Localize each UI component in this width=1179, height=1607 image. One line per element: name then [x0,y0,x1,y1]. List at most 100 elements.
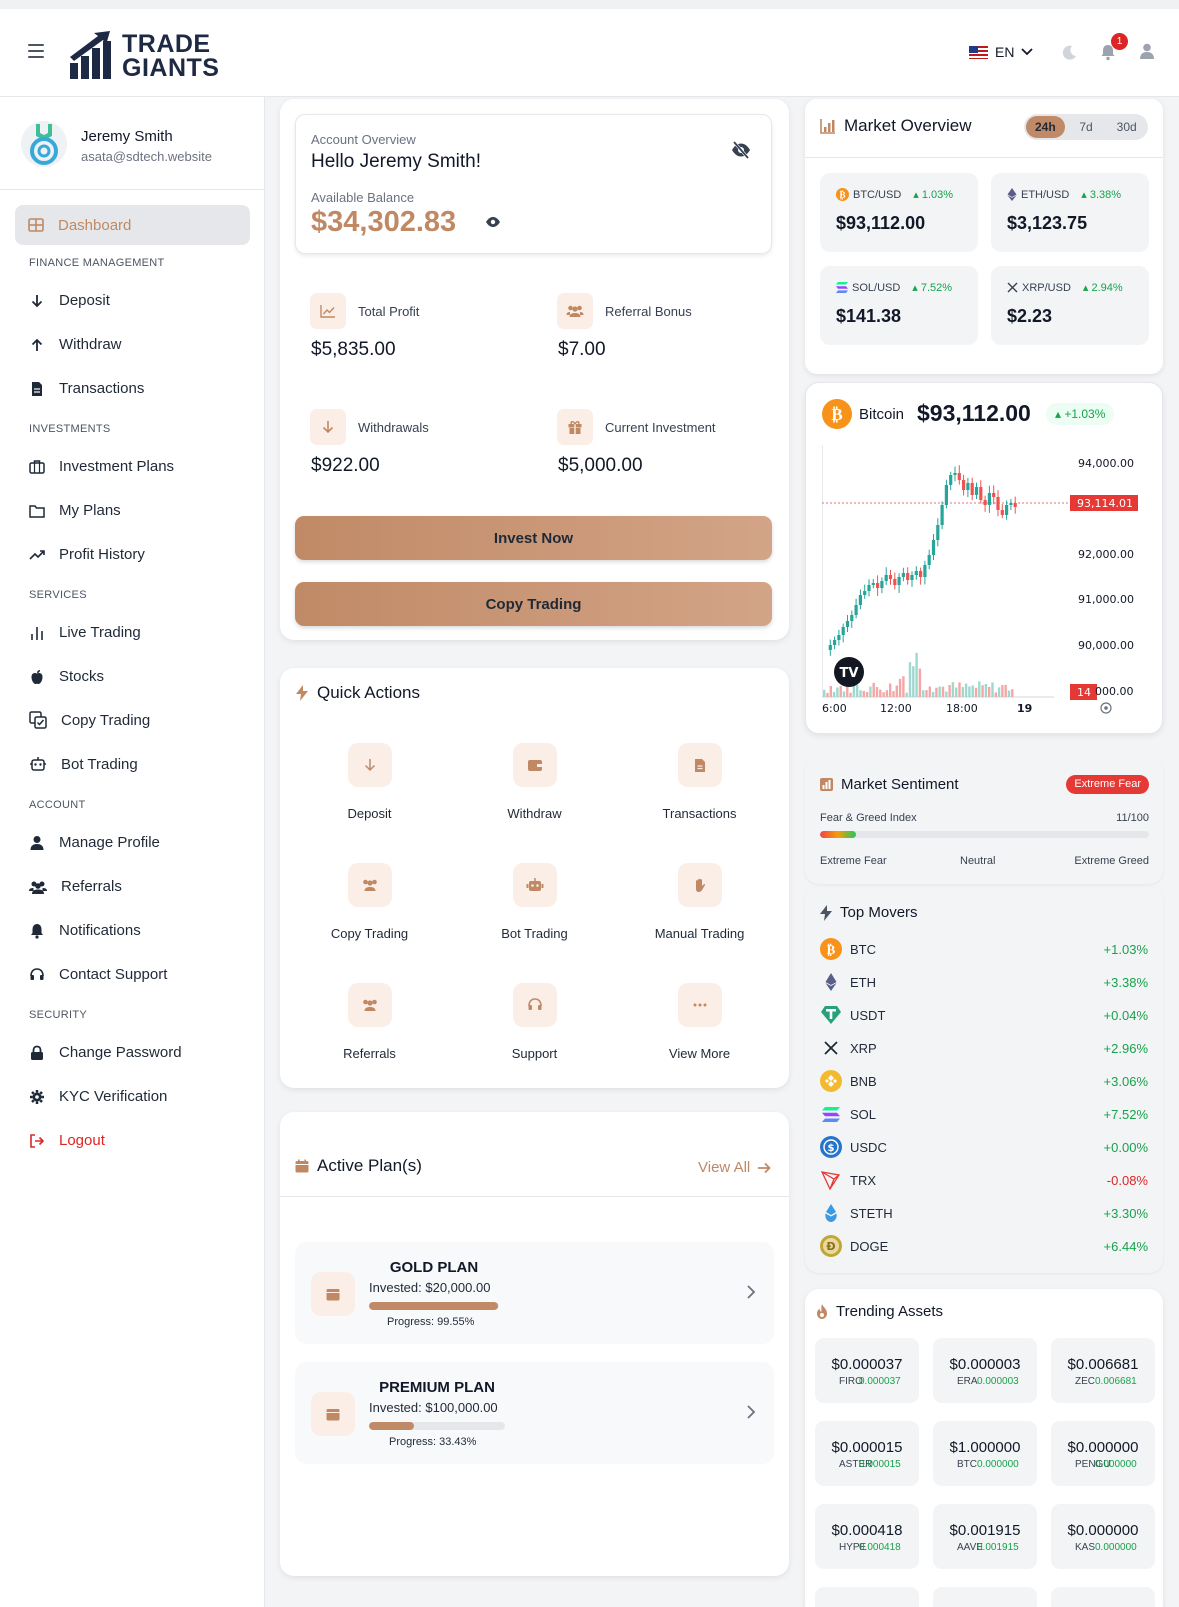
nav-profit-history[interactable]: Profit History [29,546,145,563]
user-profile[interactable]: Jeremy Smith asata@sdtech.website [0,97,264,190]
nav-investment-plans-label: Investment Plans [59,458,175,475]
nav-contact-support[interactable]: Contact Support [29,966,167,983]
nav-deposit[interactable]: Deposit [29,292,110,309]
mover-sol-symbol: SOL [850,1106,877,1122]
language-selector[interactable]: EN [969,44,1034,60]
mover-xrp[interactable]: XRP +2.96% [820,1037,1148,1059]
trending-firo[interactable]: $0.000037 FIRO 0.000037 [815,1338,919,1403]
nav-bot-trading[interactable]: Bot Trading [29,755,138,773]
qa-copy-trading[interactable]: Copy Trading [287,863,452,941]
trending-zec[interactable]: $0.006681 ZEC 0.006681 [1051,1338,1155,1403]
volume-bar [918,668,922,697]
mover-bnb-change: +3.06% [1103,1073,1148,1089]
user-icon[interactable] [1138,42,1156,60]
plan-premium[interactable]: PREMIUM PLAN Invested: $100,000.00 Progr… [295,1362,774,1464]
bell-icon[interactable] [1099,43,1117,61]
qa-bot-trading[interactable]: Bot Trading [452,863,617,941]
trending-hype[interactable]: $0.000418 HYPE 0.000418 [815,1504,919,1569]
trending-pengu[interactable]: $0.000000 PENGU 0.000000 [1051,1421,1155,1486]
qa-referrals[interactable]: Referrals [287,983,452,1061]
nav-logout[interactable]: Logout [29,1132,105,1149]
volume-bar [1001,685,1004,697]
brand-logo[interactable]: TRADE GIANTS [68,27,219,83]
y-label-89000: 000.00 [1095,685,1134,698]
range-30d[interactable]: 30d [1116,120,1137,134]
ticker-btc-change-value: 1.03% [921,189,954,201]
candle [906,573,910,580]
withdrawals-label: Withdrawals [358,420,429,435]
trending-aave[interactable]: $0.001915 AAVE 0.001915 [933,1504,1037,1569]
eye-icon[interactable] [485,216,501,228]
view-all-link[interactable]: View All [698,1159,772,1176]
notification-badge: 1 [1111,33,1128,50]
ticker-btc[interactable]: ₿ BTC/USD ▴ 1.03% $93,112.00 [820,173,978,252]
trending-zec-sub: ZEC 0.006681 [1051,1376,1155,1388]
qa-transactions[interactable]: Transactions [617,743,782,821]
ticker-sol-pair: SOL/USD [852,281,901,294]
nav-live-trading[interactable]: Live Trading [29,624,141,641]
nav-transactions[interactable]: Transactions [29,380,144,397]
trending-kas[interactable]: $0.000000 KAS 0.000000 [1051,1504,1155,1569]
trending-aster[interactable]: $0.000015 ASTER 0.000015 [815,1421,919,1486]
mover-btc[interactable]: ₿ BTC +1.03% [820,938,1148,960]
invest-now-button[interactable]: Invest Now [295,516,772,560]
mover-eth[interactable]: ETH +3.38% [820,971,1148,993]
headset-icon [512,983,557,1027]
range-24h[interactable]: 24h [1026,116,1065,138]
range-selector[interactable]: 24h 7d 30d [1024,114,1148,140]
mover-trx[interactable]: TRX -0.08% [820,1169,1148,1191]
current-investment-label: Current Investment [605,420,716,435]
nav-notifications[interactable]: Notifications [29,922,141,939]
mover-doge[interactable]: Ð DOGE +6.44% [820,1235,1148,1257]
nav-referrals[interactable]: Referrals [29,878,122,895]
range-7d[interactable]: 7d [1079,120,1093,134]
plan-gold[interactable]: GOLD PLAN Invested: $20,000.00 Progress:… [295,1242,774,1344]
trending-btc[interactable]: $1.000000 BTC 0.000000 [933,1421,1037,1486]
wallet-icon [512,743,557,787]
copy-trading-button[interactable]: Copy Trading [295,582,772,626]
overview-label: Account Overview [311,132,416,147]
moon-icon[interactable] [1061,45,1077,61]
svg-text:₿: ₿ [827,943,836,958]
nav-copy-trading[interactable]: Copy Trading [29,711,150,729]
bell-icon [31,923,43,939]
nav-stocks[interactable]: Stocks [29,668,104,685]
qa-manual-trading[interactable]: Manual Trading [617,863,782,941]
eye-slash-icon[interactable] [731,141,751,159]
qa-view-more[interactable]: View More [617,983,782,1061]
mover-usdt[interactable]: USDT +0.04% [820,1004,1148,1026]
ticker-btc-change: ▴ 1.03% [913,189,954,201]
chart-settings-icon[interactable] [1100,702,1112,714]
mover-sol[interactable]: SOL +7.52% [820,1103,1148,1125]
mover-steth[interactable]: STETH +3.30% [820,1202,1148,1224]
qa-deposit[interactable]: Deposit [287,743,452,821]
nav-dashboard[interactable]: Dashboard [15,205,250,245]
qa-support[interactable]: Support [452,983,617,1061]
nav-investment-plans[interactable]: Investment Plans [29,458,174,475]
ticker-eth[interactable]: ETH/USD ▴ 3.38% $3,123.75 [991,173,1149,252]
trending-kas-price: $0.000000 [1067,1522,1139,1539]
ticker-sol[interactable]: SOL/USD ▴ 7.52% $141.38 [820,266,978,345]
volume-bar [882,692,885,697]
menu-icon[interactable] [28,44,44,58]
volume-bar [849,692,852,697]
nav-withdraw[interactable]: Withdraw [29,336,122,353]
candlestick-chart[interactable]: 94,000.00 93,114.01 92,000.00 91,000.00 … [822,445,1148,715]
mover-bnb[interactable]: BNB +3.06% [820,1070,1148,1092]
nav-my-plans[interactable]: My Plans [29,502,121,519]
nav-change-password[interactable]: Change Password [29,1044,182,1061]
candle [923,565,927,577]
nav-kyc-verification[interactable]: KYC Verification [29,1088,167,1105]
mover-usdc[interactable]: $ USDC +0.00% [820,1136,1148,1158]
mover-doge-change: +6.44% [1103,1238,1148,1254]
chevron-right-icon [747,1285,756,1299]
ticker-sol-change-value: 7.52% [920,282,953,294]
qa-withdraw[interactable]: Withdraw [452,743,617,821]
ticker-xrp[interactable]: XRP/USD ▴ 2.94% $2.23 [991,266,1149,345]
trending-era[interactable]: $0.000003 ERA 0.000003 [933,1338,1037,1403]
nav-manage-profile[interactable]: Manage Profile [29,834,160,851]
y-label-92000: 92,000.00 [1078,548,1134,561]
user-email: asata@sdtech.website [81,149,212,164]
nav-stocks-label: Stocks [59,668,105,685]
volume-tag [1070,684,1097,700]
